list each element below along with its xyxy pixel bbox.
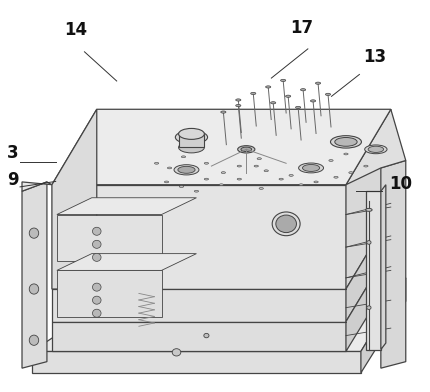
Ellipse shape xyxy=(280,79,285,82)
Ellipse shape xyxy=(219,184,223,186)
Ellipse shape xyxy=(235,99,240,101)
Ellipse shape xyxy=(366,241,370,244)
Text: 17: 17 xyxy=(289,19,312,37)
Ellipse shape xyxy=(203,333,209,338)
Ellipse shape xyxy=(204,178,208,180)
Ellipse shape xyxy=(221,172,225,174)
Polygon shape xyxy=(22,182,47,368)
Ellipse shape xyxy=(240,147,251,152)
Ellipse shape xyxy=(330,136,361,148)
Ellipse shape xyxy=(179,186,183,187)
Ellipse shape xyxy=(295,106,300,109)
Ellipse shape xyxy=(92,240,101,248)
Text: 9: 9 xyxy=(7,171,18,189)
Polygon shape xyxy=(52,109,97,289)
Ellipse shape xyxy=(154,162,158,164)
Polygon shape xyxy=(52,289,345,321)
Text: 13: 13 xyxy=(362,48,385,66)
Ellipse shape xyxy=(302,165,319,171)
Polygon shape xyxy=(22,182,52,191)
Ellipse shape xyxy=(237,165,241,167)
Polygon shape xyxy=(52,109,390,185)
Ellipse shape xyxy=(256,158,261,160)
Ellipse shape xyxy=(315,82,320,84)
Ellipse shape xyxy=(264,170,268,172)
Polygon shape xyxy=(57,270,161,317)
Polygon shape xyxy=(345,247,390,351)
Polygon shape xyxy=(345,109,390,289)
Ellipse shape xyxy=(164,181,168,183)
Ellipse shape xyxy=(181,156,185,158)
Ellipse shape xyxy=(167,167,171,169)
Ellipse shape xyxy=(254,165,258,167)
Ellipse shape xyxy=(175,131,207,144)
Ellipse shape xyxy=(178,166,195,173)
Ellipse shape xyxy=(270,102,275,104)
Ellipse shape xyxy=(272,212,299,236)
Ellipse shape xyxy=(174,165,199,175)
Ellipse shape xyxy=(363,165,367,167)
Polygon shape xyxy=(345,109,405,185)
Ellipse shape xyxy=(29,228,39,238)
Ellipse shape xyxy=(278,178,283,180)
Ellipse shape xyxy=(300,89,305,91)
Ellipse shape xyxy=(298,184,303,186)
Polygon shape xyxy=(365,191,380,350)
Polygon shape xyxy=(178,134,204,147)
Ellipse shape xyxy=(328,160,332,162)
Ellipse shape xyxy=(250,93,255,94)
Ellipse shape xyxy=(285,95,290,97)
Ellipse shape xyxy=(178,142,204,153)
Polygon shape xyxy=(52,185,345,289)
Polygon shape xyxy=(57,214,161,261)
Polygon shape xyxy=(345,214,390,321)
Ellipse shape xyxy=(29,335,39,345)
Ellipse shape xyxy=(348,172,352,174)
Polygon shape xyxy=(52,321,345,351)
Ellipse shape xyxy=(178,129,204,140)
Ellipse shape xyxy=(313,181,317,183)
Polygon shape xyxy=(380,185,385,350)
Polygon shape xyxy=(32,351,360,373)
Ellipse shape xyxy=(275,215,296,232)
Polygon shape xyxy=(57,198,196,214)
Ellipse shape xyxy=(179,132,203,142)
Ellipse shape xyxy=(92,283,101,291)
Ellipse shape xyxy=(343,153,347,155)
Ellipse shape xyxy=(220,111,225,113)
Ellipse shape xyxy=(92,309,101,317)
Ellipse shape xyxy=(92,296,101,304)
Ellipse shape xyxy=(237,178,241,180)
Ellipse shape xyxy=(265,86,270,88)
Ellipse shape xyxy=(92,253,101,261)
Ellipse shape xyxy=(92,227,101,235)
Ellipse shape xyxy=(365,209,371,211)
Ellipse shape xyxy=(289,174,292,176)
Ellipse shape xyxy=(237,146,254,153)
Ellipse shape xyxy=(310,100,315,102)
Ellipse shape xyxy=(29,284,39,294)
Ellipse shape xyxy=(258,187,263,189)
Text: 10: 10 xyxy=(388,175,411,193)
Polygon shape xyxy=(360,278,405,373)
Ellipse shape xyxy=(334,138,356,146)
Ellipse shape xyxy=(194,191,198,192)
Ellipse shape xyxy=(364,145,386,154)
Text: 3: 3 xyxy=(7,144,18,162)
Ellipse shape xyxy=(367,146,383,152)
Ellipse shape xyxy=(366,306,370,309)
Ellipse shape xyxy=(325,93,330,96)
Polygon shape xyxy=(380,160,405,368)
Text: 14: 14 xyxy=(64,21,87,39)
Ellipse shape xyxy=(235,104,240,107)
Polygon shape xyxy=(57,254,196,270)
Ellipse shape xyxy=(333,176,338,178)
Ellipse shape xyxy=(172,349,180,356)
Ellipse shape xyxy=(204,162,208,164)
Ellipse shape xyxy=(298,163,323,173)
Polygon shape xyxy=(32,278,405,351)
